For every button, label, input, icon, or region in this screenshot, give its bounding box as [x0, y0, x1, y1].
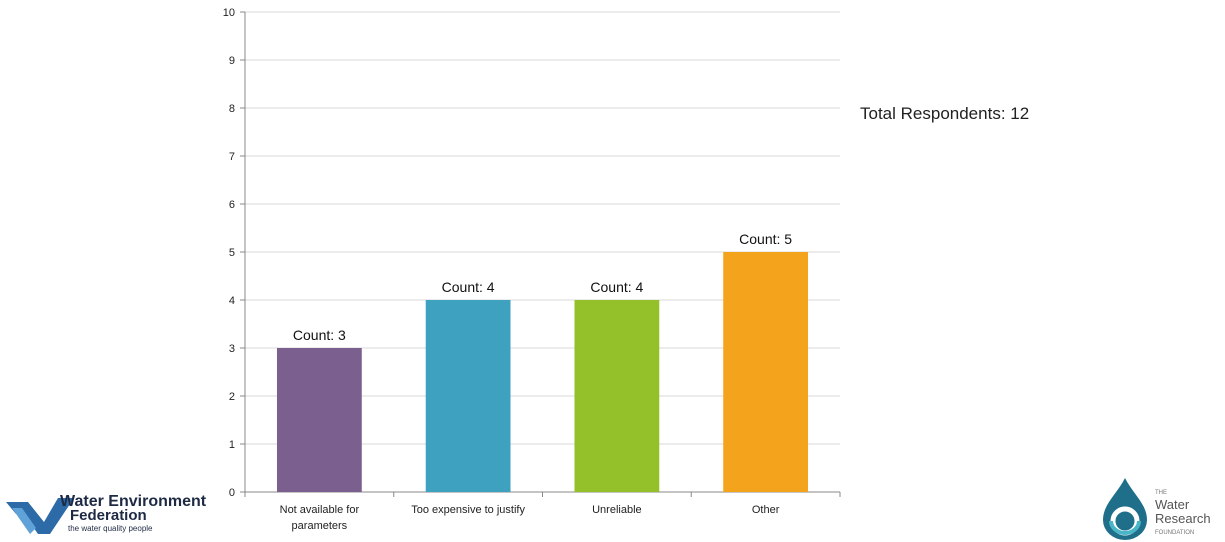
y-tick-label: 4	[229, 295, 235, 307]
wef-logo-mark	[6, 498, 74, 534]
wrf-logo-line1: Water	[1155, 497, 1190, 512]
x-tick-label: Not available for parameters	[280, 504, 360, 532]
y-tick-label: 0	[229, 487, 235, 499]
bar-data-label: Count: 5	[739, 231, 792, 247]
y-tick-label: 2	[229, 391, 235, 403]
bar	[723, 252, 809, 492]
wef-logo-tagline: the water quality people	[68, 524, 153, 533]
y-tick-label: 7	[229, 151, 235, 163]
y-tick-label: 1	[229, 439, 235, 451]
y-tick-label: 5	[229, 247, 235, 259]
y-tick-label: 8	[229, 103, 235, 115]
x-tick-label: Too expensive to justify	[411, 504, 525, 516]
wrf-logo-line3: FOUNDATION	[1155, 530, 1194, 536]
y-tick-label: 3	[229, 343, 235, 355]
wrf-logo-swirl	[1109, 520, 1141, 535]
data-labels: Count: 3 Count: 4 Count: 4 Count: 5	[293, 231, 792, 343]
x-tick-label: Unreliable	[592, 504, 642, 516]
wrf-logo: THE Water Research FOUNDATION	[1103, 478, 1211, 540]
bar-data-label: Count: 4	[590, 279, 643, 295]
bar-data-label: Count: 3	[293, 327, 346, 343]
bar-data-label: Count: 4	[442, 279, 495, 295]
total-respondents-text: Total Respondents: 12	[860, 104, 1030, 123]
y-tick-label: 10	[223, 7, 235, 19]
y-tick-label: 6	[229, 199, 235, 211]
bars	[276, 252, 809, 492]
wrf-logo-line2: Research	[1155, 511, 1211, 526]
x-tick-label: Other	[752, 504, 780, 516]
wef-logo-line1: Water Environment	[60, 493, 207, 510]
bar	[574, 300, 660, 492]
wrf-logo-the: THE	[1155, 490, 1167, 496]
wef-logo-line2: Federation	[70, 507, 147, 524]
y-tick-label: 9	[229, 55, 235, 67]
wef-logo: Water Environment Federation the water q…	[6, 493, 207, 534]
bar	[276, 348, 362, 492]
wef-logo-mark-light	[12, 508, 36, 534]
axes: 0 1 2 3 4 5 6 7 8 9 10 Not available for parameters T…	[223, 7, 841, 532]
bar	[425, 300, 511, 492]
